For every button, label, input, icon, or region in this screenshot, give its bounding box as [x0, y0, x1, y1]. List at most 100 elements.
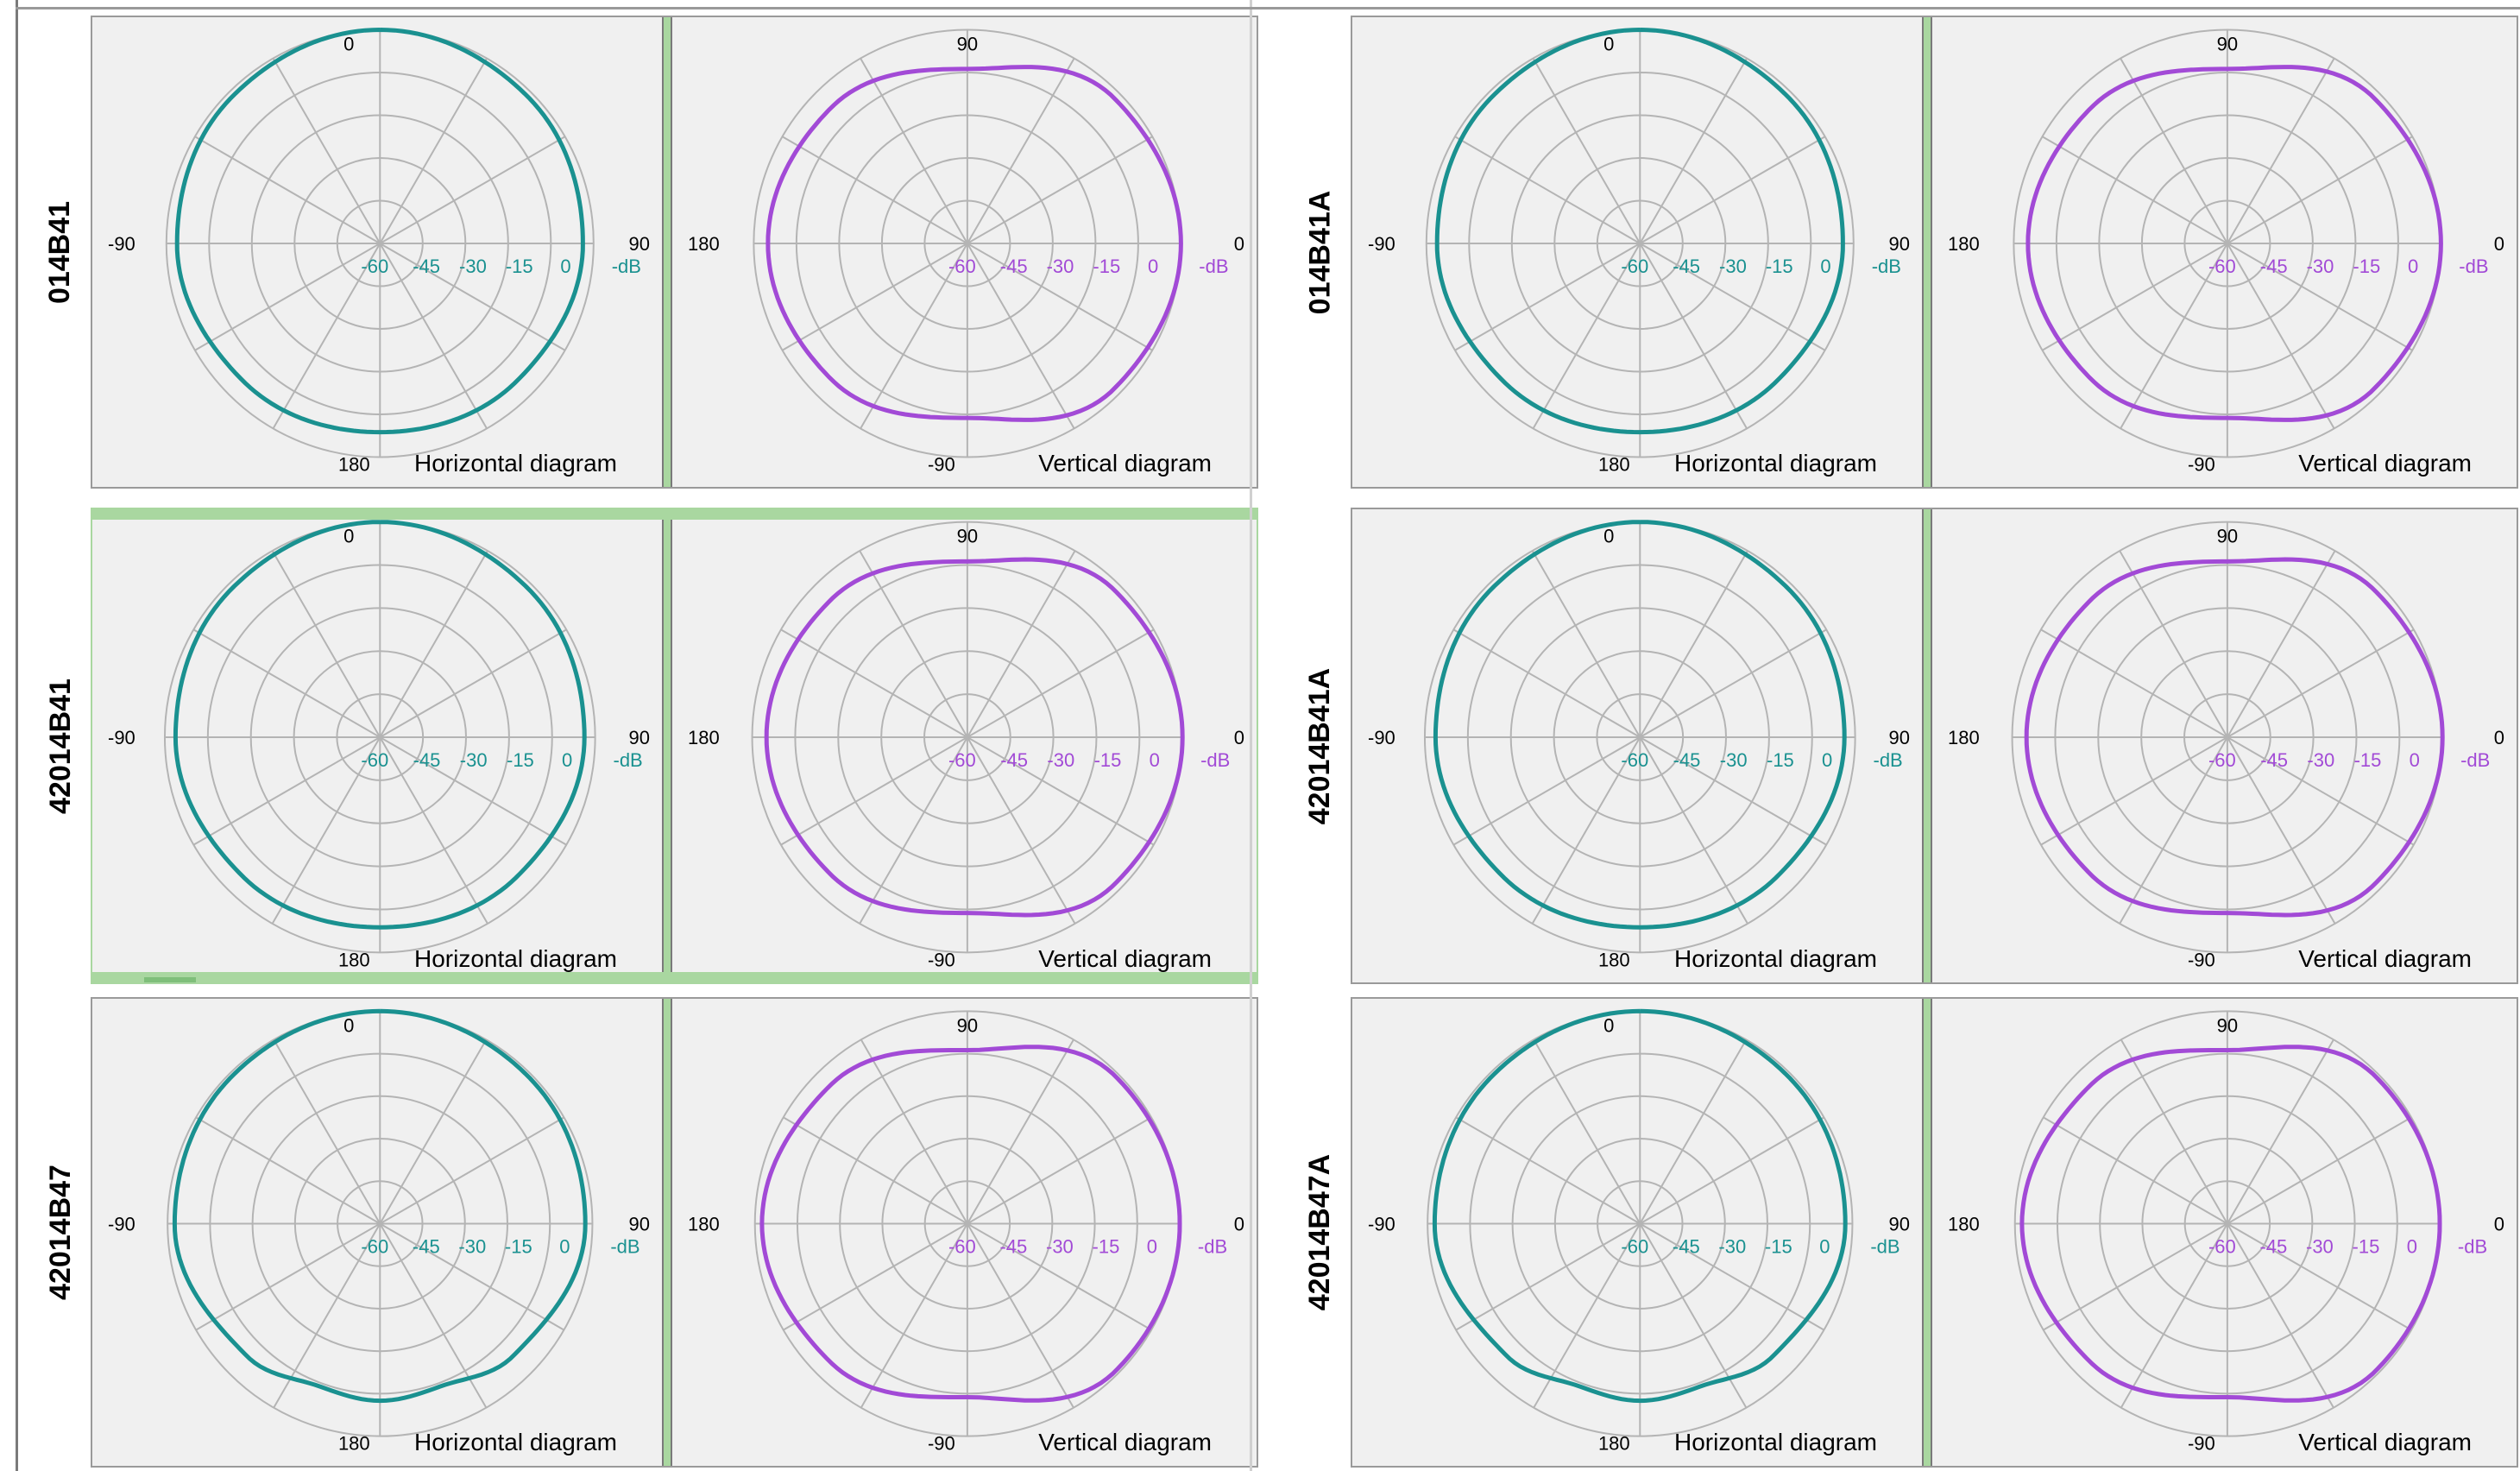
axis-label-top: 90	[957, 1014, 978, 1036]
axis-label-top: 90	[2217, 33, 2238, 54]
panel-divider[interactable]	[1922, 999, 1932, 1466]
diagram-title: Vertical diagram	[2298, 945, 2472, 972]
antenna-label-text: 42014B41	[43, 678, 77, 814]
ring-label: -60	[1621, 1236, 1648, 1258]
ring-label: 0	[1148, 256, 1158, 277]
horizontal-diagram-panel: 0 -90 90 180 -60 -45 -30 -15 0 -dB Horizontal diag…	[1352, 509, 1922, 982]
ring-label: 0	[1819, 1236, 1830, 1258]
ring-label: -15	[506, 256, 533, 277]
axis-label-top: 0	[343, 33, 354, 54]
antenna-card[interactable]: 0 -90 90 180 -60 -45 -30 -15 0 -dB Horizontal diag…	[91, 508, 1258, 984]
horizontal-diagram-panel: 0 -90 90 180 -60 -45 -30 -15 0 -dB Horizontal diag…	[92, 509, 662, 982]
axis-label-left: 180	[1948, 727, 1980, 748]
diagram-title: Vertical diagram	[1038, 1429, 1212, 1455]
axis-label-left: 180	[1948, 1214, 1980, 1235]
antenna-card[interactable]: 0 -90 90 180 -60 -45 -30 -15 0 -dB Horizontal diag…	[1351, 508, 2518, 984]
axis-label-left: 180	[688, 727, 720, 748]
ring-label: -30	[460, 749, 488, 771]
grid-spoke	[194, 136, 566, 351]
axis-label-bottom: -90	[928, 949, 955, 970]
ring-label: -15	[2353, 1236, 2380, 1258]
left-border	[16, 0, 18, 1471]
axis-label-bottom: -90	[2188, 1433, 2215, 1455]
antenna-card[interactable]: 0 -90 90 180 -60 -45 -30 -15 0 -dB Horizontal diag…	[1351, 16, 2518, 489]
grid-spoke	[1455, 1116, 1824, 1331]
ring-label: -30	[2307, 749, 2334, 771]
diagram-title: Horizontal diagram	[414, 450, 617, 477]
ring-label: -45	[413, 1236, 440, 1258]
horizontal-polar-chart: 0 -90 90 180 -60 -45 -30 -15 0 -dB Horizontal diag…	[1368, 1008, 1910, 1455]
antenna-card[interactable]: 0 -90 90 180 -60 -45 -30 -15 0 -dB Horizontal diag…	[91, 997, 1258, 1468]
ring-label: -15	[505, 1236, 532, 1258]
unit-label: -dB	[1200, 749, 1230, 771]
antenna-label: 42014B41	[35, 508, 86, 984]
panel-divider[interactable]	[662, 509, 672, 982]
antenna-label-text: 014B41	[43, 200, 77, 304]
ring-label: -15	[2354, 749, 2382, 771]
ring-label: 0	[562, 749, 572, 771]
antenna-label-text: 42014B47A	[1303, 1153, 1337, 1311]
axis-label-top: 0	[343, 526, 354, 547]
ring-label: -45	[413, 256, 440, 277]
axis-label-right: 90	[629, 233, 650, 255]
unit-label: -dB	[1874, 749, 1903, 771]
vertical-diagram-panel: 90 180 0 -90 -60 -45 -30 -15 0 -dB Vertical diagra…	[1932, 17, 2517, 487]
antenna-card[interactable]: 0 -90 90 180 -60 -45 -30 -15 0 -dB Horizontal diag…	[1351, 997, 2518, 1468]
panel-divider[interactable]	[662, 17, 672, 487]
axis-label-top: 0	[1603, 33, 1614, 54]
axis-label-left: -90	[108, 727, 135, 748]
grid-spoke	[2043, 1116, 2412, 1331]
horizontal-pattern-curve	[1432, 1008, 1848, 1404]
axis-label-bottom: -90	[2188, 949, 2215, 970]
axis-label-left: -90	[1368, 233, 1395, 255]
ring-label: -15	[1765, 1236, 1792, 1258]
ring-label: -45	[413, 749, 441, 771]
antenna-label-text: 42014B47	[43, 1165, 77, 1300]
diagram-title: Vertical diagram	[2298, 1429, 2472, 1455]
ring-label: -15	[507, 749, 534, 771]
ring-label: 0	[560, 256, 570, 277]
axis-label-left: 180	[1948, 233, 1980, 255]
ring-label: -30	[1047, 256, 1074, 277]
axis-label-right: 90	[1889, 233, 1910, 255]
vertical-pattern-curve	[2024, 557, 2445, 918]
ring-label: -15	[1766, 256, 1793, 277]
ring-label: -15	[2353, 256, 2380, 277]
ring-label: -45	[1000, 256, 1028, 277]
antenna-card[interactable]: 0 -90 90 180 -60 -45 -30 -15 0 -dB Horizontal diag…	[91, 16, 1258, 489]
ring-label: -30	[2307, 256, 2334, 277]
ring-label: -45	[999, 1236, 1027, 1258]
horizontal-polar-chart: 0 -90 90 180 -60 -45 -30 -15 0 -dB Horizontal diag…	[1368, 28, 1910, 477]
axis-label-right: 0	[2494, 233, 2504, 255]
ring-label: -60	[1621, 256, 1648, 277]
grid-spoke	[1452, 628, 1827, 846]
grid-spoke	[2040, 628, 2415, 846]
axis-label-bottom: -90	[2188, 454, 2215, 476]
panel-divider[interactable]	[662, 999, 672, 1466]
ring-label: -60	[948, 749, 976, 771]
ring-label: -45	[1673, 256, 1700, 277]
grid-spoke	[780, 628, 1155, 846]
ring-label: -30	[459, 256, 487, 277]
panel-divider[interactable]	[1922, 509, 1932, 982]
horizontal-polar-chart: 0 -90 90 180 -60 -45 -30 -15 0 -dB Horizontal diag…	[1368, 520, 1910, 972]
antenna-label: 42014B47A	[1295, 997, 1346, 1468]
unit-label: -dB	[1199, 256, 1228, 277]
antenna-label: 42014B47	[35, 997, 86, 1468]
axis-label-left: -90	[108, 233, 135, 255]
panel-divider[interactable]	[1922, 17, 1932, 487]
ring-label: -30	[1720, 749, 1748, 771]
axis-label-bottom: -90	[928, 1433, 955, 1455]
axis-label-left: 180	[688, 1214, 720, 1235]
axis-label-top: 90	[2217, 526, 2238, 547]
axis-label-top: 90	[957, 33, 978, 54]
axis-label-right: 90	[629, 727, 650, 748]
antenna-label: 42014B41A	[1295, 508, 1346, 984]
ring-label: -15	[1094, 749, 1122, 771]
antenna-label-text: 014B41A	[1303, 190, 1337, 314]
vertical-pattern-curve	[765, 65, 1183, 422]
axis-label-left: 180	[688, 233, 720, 255]
